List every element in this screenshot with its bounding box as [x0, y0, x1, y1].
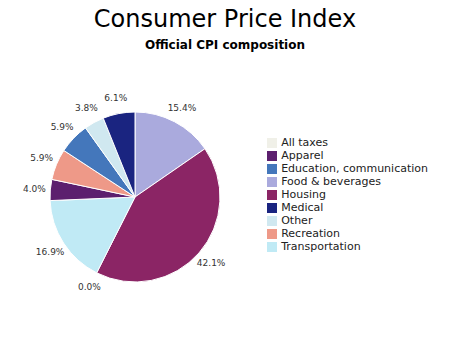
html-text:Other: Other: [281, 213, 313, 227]
html-text:Official CPI composition: Official CPI composition: [145, 38, 305, 52]
html-text:Apparel: Apparel: [281, 148, 324, 162]
svg-text:4.0%: 4.0%: [23, 184, 46, 194]
svg-text:0.0%: 0.0%: [78, 282, 101, 292]
html-text:Housing: Housing: [281, 187, 326, 201]
html-text:Education, communication: Education, communication: [281, 161, 428, 175]
svg-text:42.1%: 42.1%: [197, 258, 226, 268]
svg-text:3.8%: 3.8%: [75, 103, 98, 113]
html-text:All taxes: All taxes: [281, 135, 328, 149]
html-text:Medical: Medical: [281, 200, 324, 214]
html-text:Consumer Price Index: Consumer Price Index: [93, 5, 357, 33]
html-text:Food & beverages: Food & beverages: [281, 174, 381, 188]
html-text:Recreation: Recreation: [281, 226, 340, 240]
svg-text:5.9%: 5.9%: [30, 153, 53, 163]
svg-text:15.4%: 15.4%: [168, 103, 197, 113]
svg-text:16.9%: 16.9%: [36, 247, 65, 257]
svg-text:6.1%: 6.1%: [104, 93, 127, 103]
svg-text:5.9%: 5.9%: [51, 122, 74, 132]
html-text:Transportation: Transportation: [281, 239, 361, 253]
